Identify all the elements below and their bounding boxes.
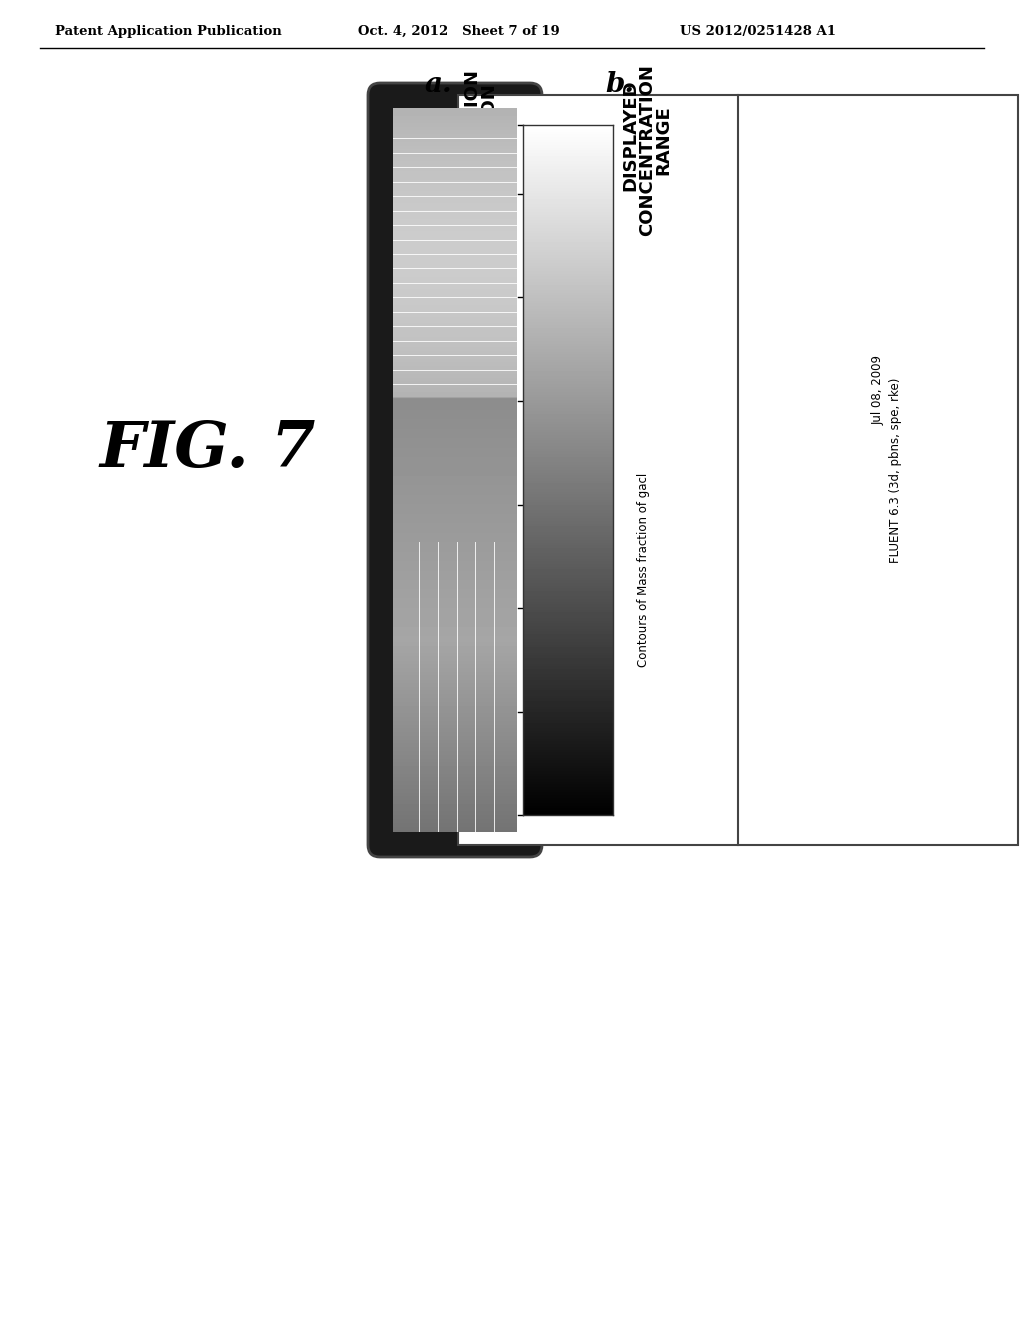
Text: Patent Application Publication: Patent Application Publication (55, 25, 282, 38)
Text: 8.18e-01: 8.18e-01 (466, 189, 516, 199)
Text: Jul 08, 2009: Jul 08, 2009 (871, 355, 885, 425)
Text: CONCENTRATION: CONCENTRATION (463, 69, 481, 242)
Text: 1.36e-01: 1.36e-01 (466, 706, 516, 717)
Text: FIG. 7: FIG. 7 (100, 420, 316, 480)
Text: DISTRIBUTION: DISTRIBUTION (479, 83, 497, 227)
Text: Oct. 4, 2012   Sheet 7 of 19: Oct. 4, 2012 Sheet 7 of 19 (358, 25, 560, 38)
Text: Z→: Z→ (493, 777, 507, 788)
Text: 6.82e-01: 6.82e-01 (466, 292, 516, 302)
Text: 4.09e-01: 4.09e-01 (466, 499, 516, 510)
Text: Contours of Mass fraction of gacl: Contours of Mass fraction of gacl (637, 473, 649, 667)
Text: CONCENTRATION: CONCENTRATION (638, 65, 656, 236)
Text: GaCl: GaCl (446, 121, 464, 168)
Text: DISPLAYED: DISPLAYED (621, 79, 639, 191)
Bar (458, 95, 1018, 845)
Bar (441, 612, 469, 660)
Text: 9.09e-01: 9.09e-01 (466, 120, 516, 129)
FancyBboxPatch shape (368, 83, 542, 857)
Text: 2.73e-01: 2.73e-01 (466, 603, 516, 612)
Text: 5.46e-01: 5.46e-01 (466, 396, 516, 405)
Text: RANGE: RANGE (654, 106, 672, 174)
Text: a.: a. (425, 71, 453, 99)
Text: Y↑: Y↑ (481, 766, 495, 775)
Text: 0.00e+00: 0.00e+00 (466, 810, 516, 820)
Text: b.: b. (605, 71, 634, 99)
Text: US 2012/0251428 A1: US 2012/0251428 A1 (680, 25, 836, 38)
Text: FLUENT 6.3 (3d, pbns, spe, rke): FLUENT 6.3 (3d, pbns, spe, rke) (890, 378, 902, 562)
